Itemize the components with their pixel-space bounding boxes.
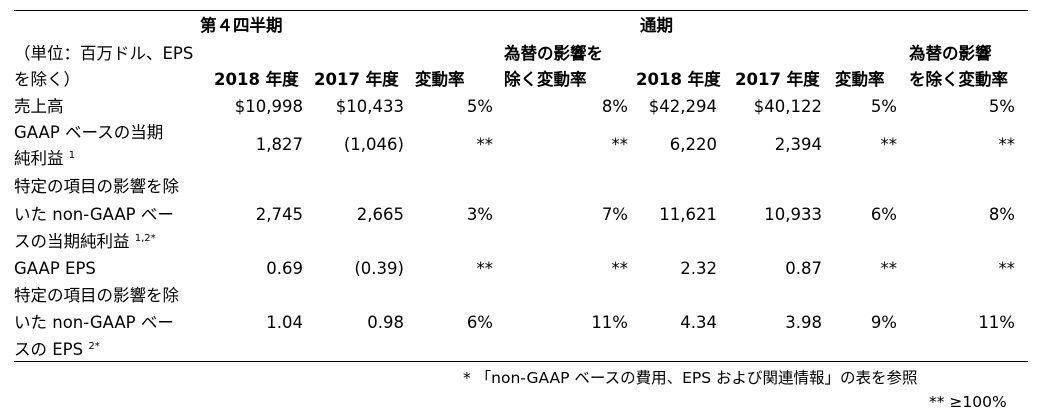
table-cell: 9%: [870, 313, 897, 332]
label-text: スの当期純利益: [14, 232, 130, 251]
col-header-q4-2018: 2018 年度: [214, 70, 299, 89]
table-cell: 0.69: [266, 259, 303, 278]
table-cell: 1.04: [266, 313, 303, 332]
col-header-q4-fx-line1: 為替の影響を: [504, 44, 603, 63]
row-label-nongaap-eps-line2: いた non-GAAP ベー: [14, 313, 174, 332]
label-text: スの EPS: [14, 340, 84, 359]
table-cell: 4.34: [680, 313, 717, 332]
footnote-double-asterisk: ** ≥100%: [929, 393, 1007, 411]
col-header-fy-2017: 2017 年度: [735, 70, 820, 89]
table-cell: $10,998: [234, 97, 303, 116]
row-label-nongaap-eps-line1: 特定の項目の影響を除: [14, 286, 179, 305]
table-cell: 3.98: [785, 313, 822, 332]
col-header-q4-fx-line2: 除く変動率: [504, 70, 587, 89]
table-cell: 2.32: [680, 259, 717, 278]
table-cell: **: [998, 259, 1016, 278]
table-cell: **: [998, 135, 1016, 154]
footnote-marker: 2*: [88, 341, 100, 352]
row-label-nongaap-eps-line3: スの EPS 2*: [14, 340, 100, 360]
table-cell: 5%: [988, 97, 1015, 116]
table-bottom-rule: [14, 361, 1028, 362]
table-cell: 2,394: [774, 135, 822, 154]
table-cell: (0.39): [354, 259, 404, 278]
table-cell: 10,933: [764, 205, 822, 224]
table-cell: 2,665: [356, 205, 404, 224]
table-cell: 6,220: [669, 135, 717, 154]
row-label-gaap-net-income-line1: GAAP ベースの当期: [14, 123, 164, 142]
table-cell: **: [611, 259, 629, 278]
table-cell: **: [476, 259, 494, 278]
table-top-rule: [14, 10, 1028, 11]
footnote-asterisk: * 「non-GAAP ベースの費用、EPS および関連情報」の表を参照: [463, 369, 918, 387]
table-cell: 11%: [978, 313, 1015, 332]
row-label-revenue: 売上高: [14, 97, 64, 116]
table-cell: 5%: [870, 97, 897, 116]
table-cell: 0.87: [785, 259, 822, 278]
row-label-nongaap-net-income-line1: 特定の項目の影響を除: [14, 177, 179, 196]
table-cell: **: [611, 135, 629, 154]
table-cell: (1,046): [343, 135, 404, 154]
table-cell: 6%: [870, 205, 897, 224]
table-cell: $10,433: [335, 97, 404, 116]
row-label-nongaap-net-income-line2: いた non-GAAP ベー: [14, 205, 174, 224]
col-header-fy-fx-line1: 為替の影響: [909, 44, 992, 63]
footnote-marker: 1: [68, 150, 76, 161]
table-cell: 1,827: [255, 135, 303, 154]
col-header-q4-change: 変動率: [415, 70, 465, 89]
table-cell: 2,745: [255, 205, 303, 224]
col-header-fy-fx-line2: を除く変動率: [909, 70, 1008, 89]
col-header-fy-change: 変動率: [835, 70, 885, 89]
table-cell: $40,122: [753, 97, 822, 116]
table-cell: 8%: [988, 205, 1015, 224]
table-cell: 11,621: [659, 205, 717, 224]
footnote-marker: 1,2*: [134, 233, 156, 244]
table-cell: **: [880, 135, 898, 154]
row-label-gaap-eps: GAAP EPS: [14, 259, 96, 278]
table-cell: **: [880, 259, 898, 278]
table-cell: 5%: [466, 97, 493, 116]
label-text: 純利益: [14, 149, 64, 168]
table-cell: 3%: [466, 205, 493, 224]
table-cell: 6%: [466, 313, 493, 332]
full-year-header: 通期: [640, 16, 673, 35]
table-cell: 0.98: [367, 313, 404, 332]
table-cell: 11%: [591, 313, 628, 332]
unit-note-line2: を除く）: [14, 70, 80, 89]
table-cell: $42,294: [648, 97, 717, 116]
col-header-fy-2018: 2018 年度: [636, 70, 721, 89]
col-header-q4-2017: 2017 年度: [314, 70, 399, 89]
row-label-nongaap-net-income-line3: スの当期純利益 1,2*: [14, 232, 156, 252]
table-cell: 8%: [601, 97, 628, 116]
q4-header: 第４四半期: [200, 16, 283, 35]
table-cell: 7%: [601, 205, 628, 224]
row-label-gaap-net-income-line2: 純利益 1: [14, 149, 75, 169]
unit-note-line1: （単位：百万ドル、EPS: [14, 44, 194, 63]
table-cell: **: [476, 135, 494, 154]
